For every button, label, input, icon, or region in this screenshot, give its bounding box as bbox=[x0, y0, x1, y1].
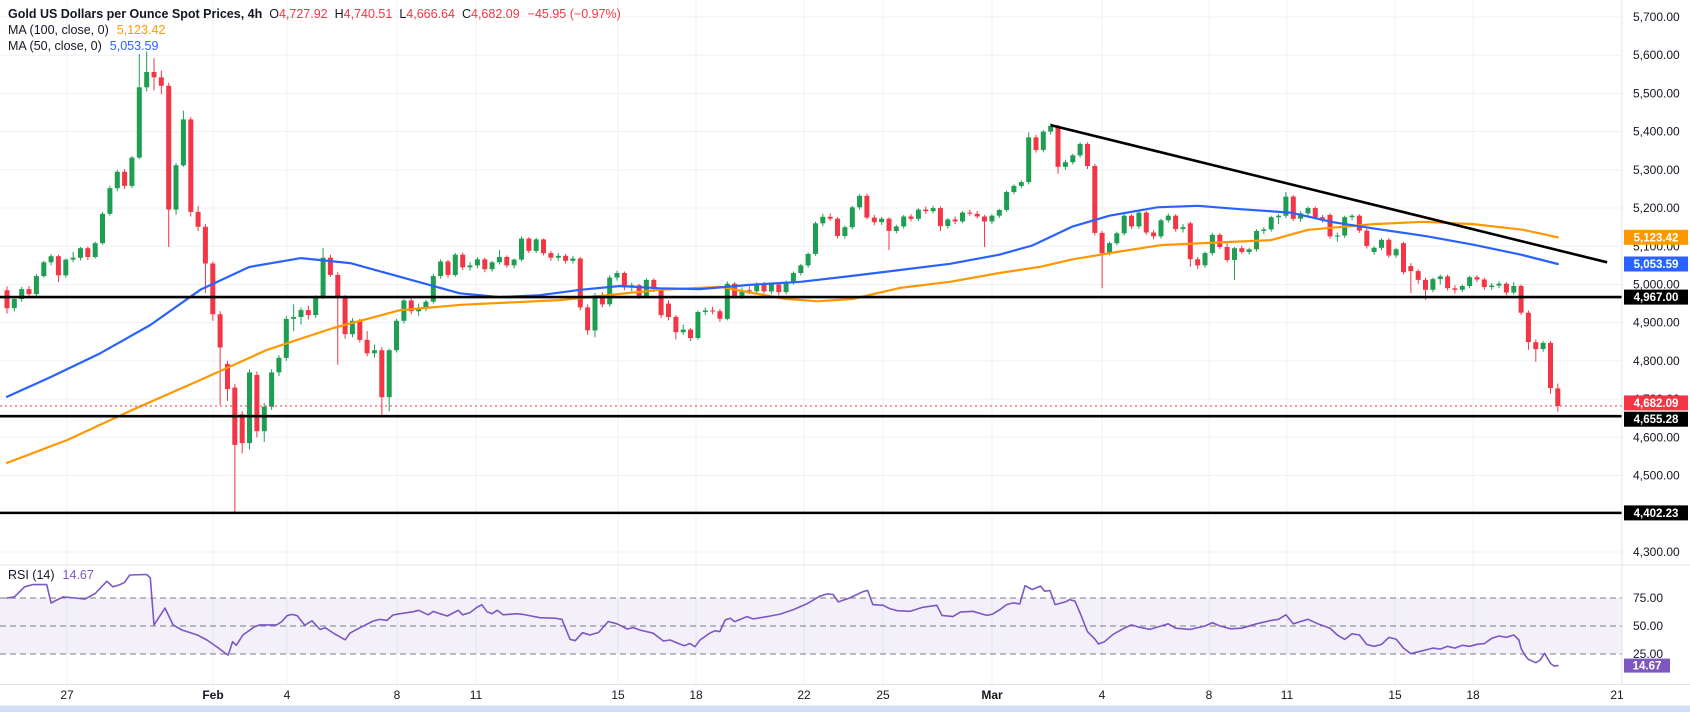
high-value: 4,740.51 bbox=[343, 7, 393, 21]
grid bbox=[0, 0, 1622, 685]
rsi-badge bbox=[1624, 658, 1670, 673]
ma100-legend-row[interactable]: MA (100, close, 0) 5,123.42 bbox=[8, 22, 621, 38]
price-axis-label: 4,300.00 bbox=[1633, 545, 1680, 559]
time-axis-label: Feb bbox=[202, 688, 223, 702]
time-axis-label: 18 bbox=[689, 688, 703, 702]
time-axis-label: 15 bbox=[1388, 688, 1402, 702]
rsi-line bbox=[6, 573, 1559, 667]
price-badge bbox=[1624, 395, 1688, 411]
ma50-label: MA (50, close, 0) bbox=[8, 39, 102, 53]
price-axis-label: 4,600.00 bbox=[1633, 430, 1680, 444]
price-badge-text: 4,402.23 bbox=[1634, 508, 1679, 520]
price-axis-label: 5,500.00 bbox=[1633, 86, 1680, 100]
price-axis-label: 5,400.00 bbox=[1633, 125, 1680, 139]
price-axis-label: 4,800.00 bbox=[1633, 354, 1680, 368]
chart-legend: Gold US Dollars per Ounce Spot Prices, 4… bbox=[8, 6, 621, 54]
ma50-value: 5,053.59 bbox=[109, 39, 159, 53]
price-badge bbox=[1624, 505, 1688, 521]
ma100-line bbox=[5, 220, 1559, 464]
time-axis-label: 18 bbox=[1466, 688, 1480, 702]
time-axis-label: 8 bbox=[394, 688, 401, 702]
price-levels[interactable] bbox=[0, 295, 1622, 515]
rsi-badge-text: 14.67 bbox=[1633, 661, 1662, 673]
change-value: −45.95 (−0.97%) bbox=[527, 7, 621, 21]
time-axis-label: 27 bbox=[60, 688, 74, 702]
price-badge bbox=[1624, 289, 1688, 305]
low-label: L bbox=[399, 7, 407, 21]
price-axis-label: 5,200.00 bbox=[1633, 201, 1680, 215]
price-badge-text: 4,655.28 bbox=[1634, 414, 1679, 426]
price-badge-text: 4,967.00 bbox=[1634, 292, 1679, 304]
time-axis-label: 22 bbox=[797, 688, 811, 702]
close-label: C bbox=[461, 7, 471, 21]
rsi-legend-row[interactable]: RSI (14) 14.67 bbox=[8, 568, 94, 582]
open-value: 4,727.92 bbox=[278, 7, 328, 21]
rsi-axis-label: 50.00 bbox=[1633, 619, 1663, 633]
time-axis-label: 25 bbox=[876, 688, 890, 702]
price-badge-text: 4,682.09 bbox=[1634, 398, 1679, 410]
candlestick-series bbox=[4, 51, 1561, 513]
price-axis-label: 4,900.00 bbox=[1633, 316, 1680, 330]
time-axis-label: 11 bbox=[1281, 688, 1294, 702]
price-badge bbox=[1624, 229, 1688, 245]
price-axis-label: 5,000.00 bbox=[1633, 277, 1680, 291]
ma100-label: MA (100, close, 0) bbox=[8, 23, 109, 37]
symbol-title: Gold US Dollars per Ounce Spot Prices, 4… bbox=[8, 7, 263, 21]
time-axis-label: 11 bbox=[470, 688, 483, 702]
symbol-ohlc-row[interactable]: Gold US Dollars per Ounce Spot Prices, 4… bbox=[8, 6, 621, 22]
time-axis[interactable]: 27 Feb 4 8 11 15 18 22 25 Mar 4 8 11 15 18 21 bbox=[60, 688, 1624, 702]
time-axis-label: 4 bbox=[284, 688, 291, 702]
ma50-line bbox=[5, 204, 1559, 398]
low-value: 4,666.64 bbox=[406, 7, 455, 21]
open-label: O bbox=[269, 7, 279, 21]
price-axis[interactable]: 5,700.00 5,600.00 5,500.00 5,400.00 5,300.00… bbox=[1624, 10, 1688, 673]
time-axis-label: 15 bbox=[611, 688, 625, 702]
ma100-value: 5,123.42 bbox=[116, 23, 166, 37]
ma50-legend-row[interactable]: MA (50, close, 0) 5,053.59 bbox=[8, 38, 621, 54]
price-axis-label: 5,700.00 bbox=[1633, 10, 1680, 24]
price-axis-label: 4,500.00 bbox=[1633, 469, 1680, 483]
close-value: 4,682.09 bbox=[471, 7, 520, 21]
trendline[interactable] bbox=[1050, 123, 1608, 264]
price-badge-text: 5,123.42 bbox=[1634, 232, 1679, 244]
rsi-value: 14.67 bbox=[62, 568, 94, 582]
price-badge-text: 5,053.59 bbox=[1634, 259, 1679, 271]
time-axis-label: 4 bbox=[1099, 688, 1106, 702]
price-badge bbox=[1624, 256, 1688, 272]
time-axis-label: 8 bbox=[1206, 688, 1213, 702]
price-axis-label: 5,300.00 bbox=[1633, 163, 1680, 177]
time-axis-label: 21 bbox=[1610, 688, 1624, 702]
rsi-axis-label: 25.00 bbox=[1633, 647, 1663, 661]
high-label: H bbox=[334, 7, 344, 21]
price-axis-label: 5,600.00 bbox=[1633, 48, 1680, 62]
rsi-label: RSI (14) bbox=[8, 568, 55, 582]
rsi-axis-label: 75.00 bbox=[1633, 591, 1663, 605]
timeline-highlight-strip bbox=[0, 705, 1690, 712]
time-axis-label: Mar bbox=[981, 688, 1003, 702]
rsi-panel[interactable] bbox=[0, 573, 1622, 667]
price-badge bbox=[1624, 411, 1688, 427]
